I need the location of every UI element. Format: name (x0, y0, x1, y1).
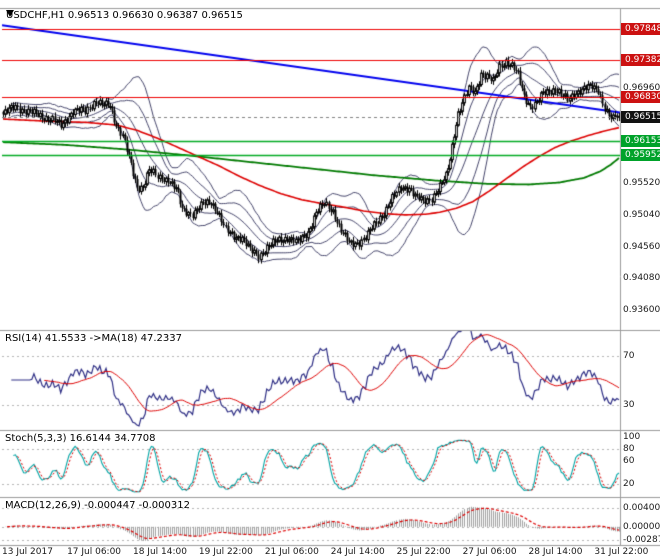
chart-window: USDCHF,H1 0.96513 0.96630 0.96387 0.9651… (0, 0, 660, 560)
chart-canvas[interactable] (0, 0, 660, 560)
